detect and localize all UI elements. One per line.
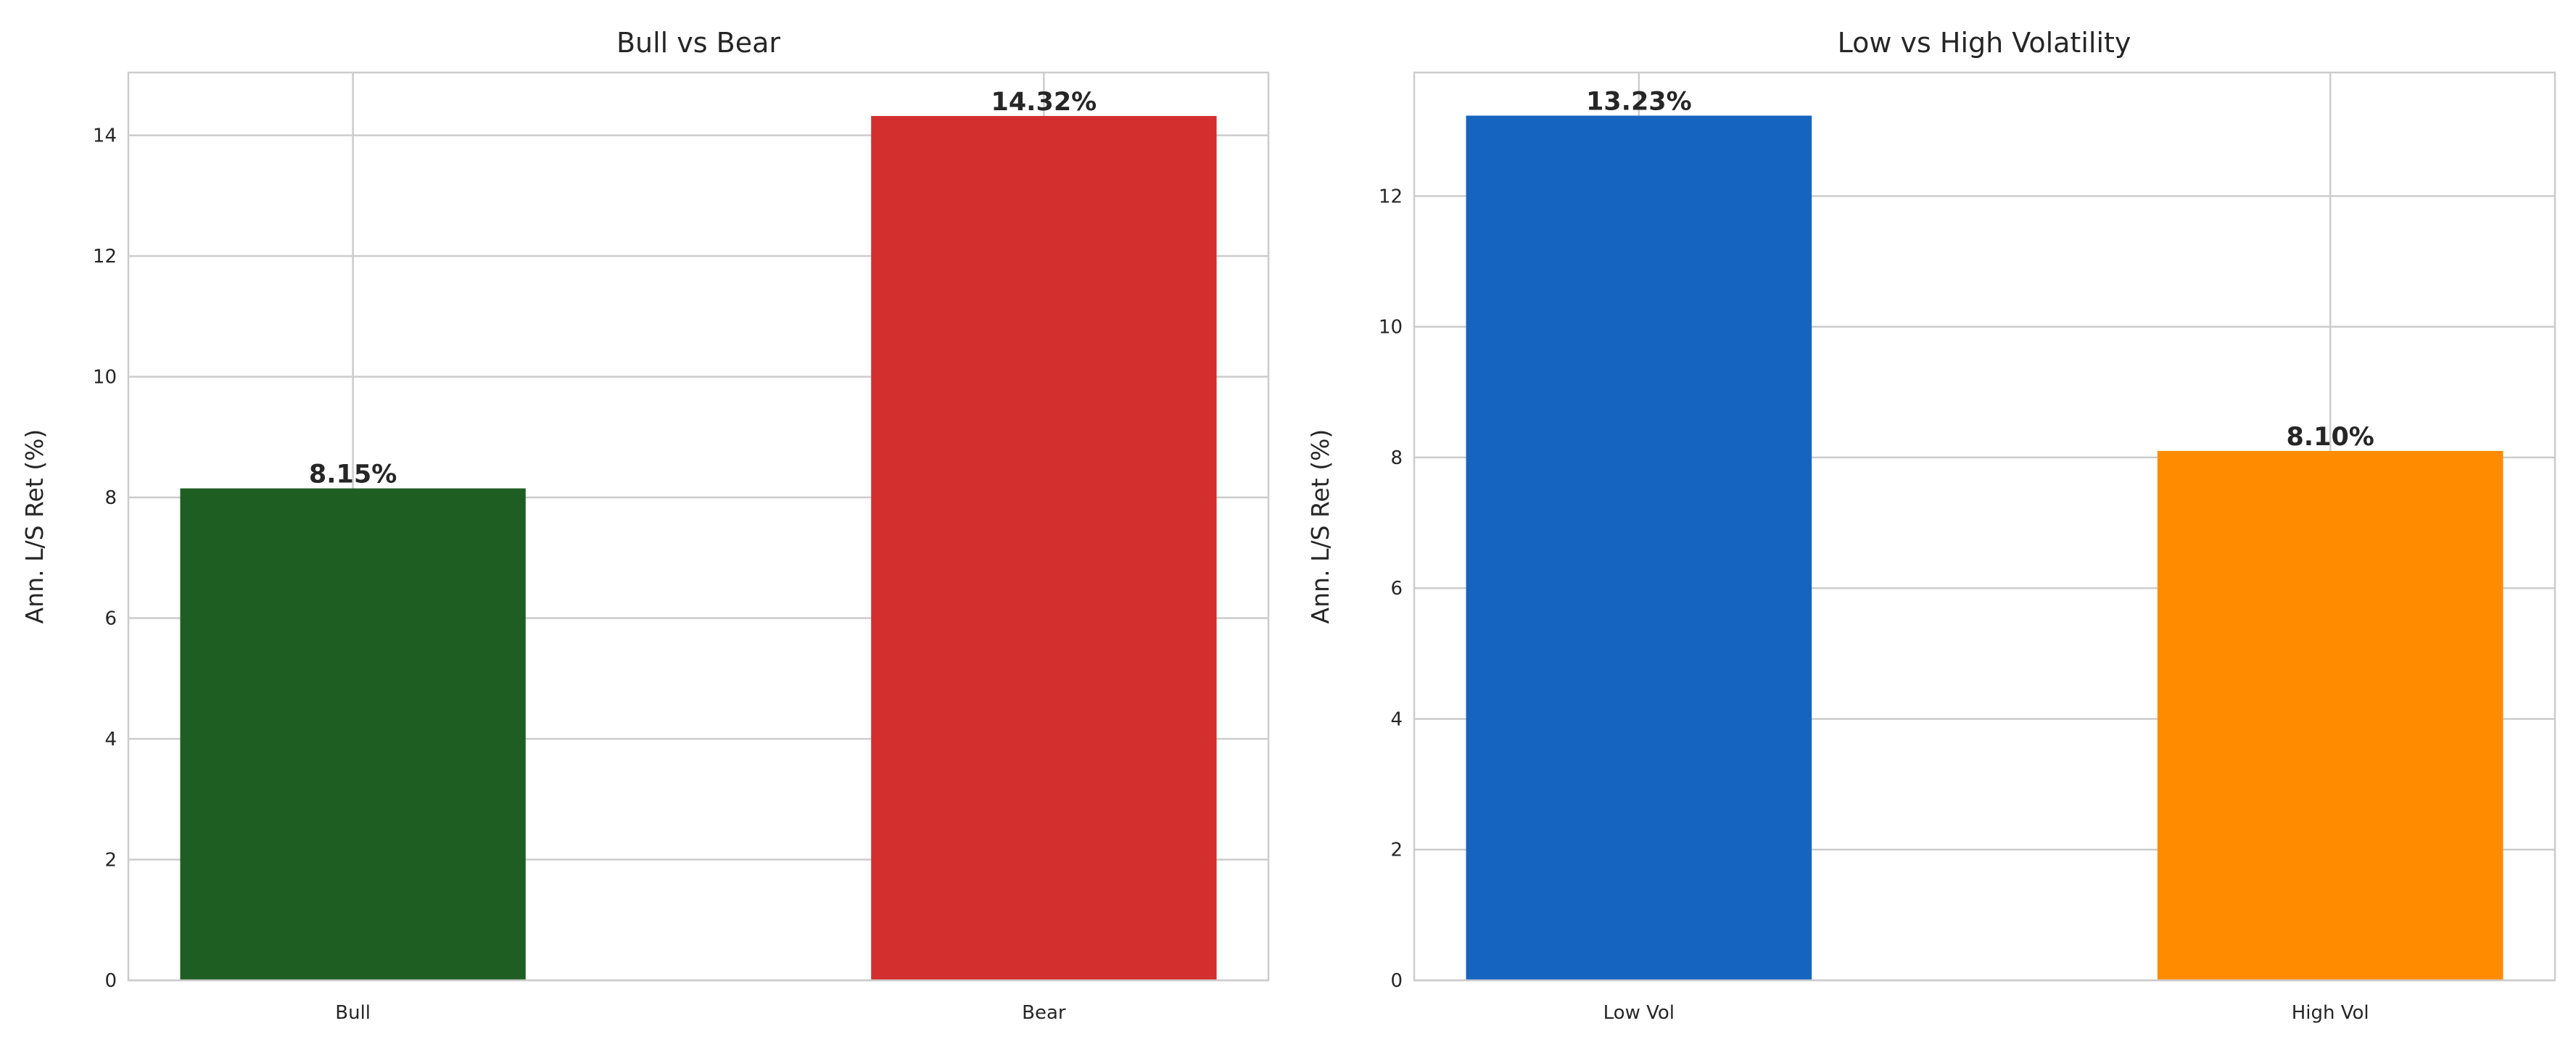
y-axis-label: Ann. L/S Ret (%) — [20, 429, 49, 624]
bar-high-vol — [2157, 450, 2503, 980]
bar-value-label: 14.32% — [991, 88, 1097, 117]
y-tick-label: 10 — [1379, 317, 1403, 339]
bar-low-vol — [1466, 115, 1812, 981]
bar-bear — [871, 115, 1217, 981]
y-tick-label: 10 — [93, 367, 117, 389]
axes-frame — [1413, 71, 2556, 982]
y-tick-label: 6 — [104, 608, 117, 630]
y-tick-label: 0 — [104, 970, 117, 992]
bar-bull — [180, 488, 526, 980]
y-tick-label: 2 — [1390, 840, 1403, 861]
axes-frame — [127, 71, 1270, 982]
bar-value-label: 8.10% — [2286, 423, 2374, 452]
bar-value-label: 8.15% — [309, 460, 397, 489]
x-tick-label: Bear — [1022, 1002, 1066, 1024]
x-tick-label: Low Vol — [1603, 1002, 1675, 1024]
chart-title: Bull vs Bear — [616, 27, 780, 59]
chart-title: Low vs High Volatility — [1838, 27, 2131, 59]
y-tick-label: 0 — [1390, 970, 1403, 992]
y-tick-label: 4 — [104, 729, 117, 750]
y-tick-label: 2 — [104, 850, 117, 872]
y-tick-label: 6 — [1390, 578, 1403, 600]
bar-value-label: 13.23% — [1586, 87, 1692, 116]
panel-low-vs-high-volatility: Low vs High Volatility Ann. L/S Ret (%) … — [1306, 27, 2556, 1024]
y-tick-label: 14 — [93, 125, 117, 147]
y-tick-label: 4 — [1390, 708, 1403, 730]
y-tick-label: 8 — [1390, 447, 1403, 469]
y-tick-label: 8 — [104, 487, 117, 509]
x-tick-label: High Vol — [2292, 1002, 2369, 1024]
y-tick-label: 12 — [93, 246, 117, 268]
y-axis-label: Ann. L/S Ret (%) — [1306, 429, 1334, 624]
y-tick-label: 12 — [1379, 186, 1403, 207]
x-tick-label: Bull — [335, 1002, 371, 1024]
panel-bull-vs-bear: Bull vs Bear Ann. L/S Ret (%) 0 2 4 6 8 10 12 1… — [20, 27, 1270, 1024]
